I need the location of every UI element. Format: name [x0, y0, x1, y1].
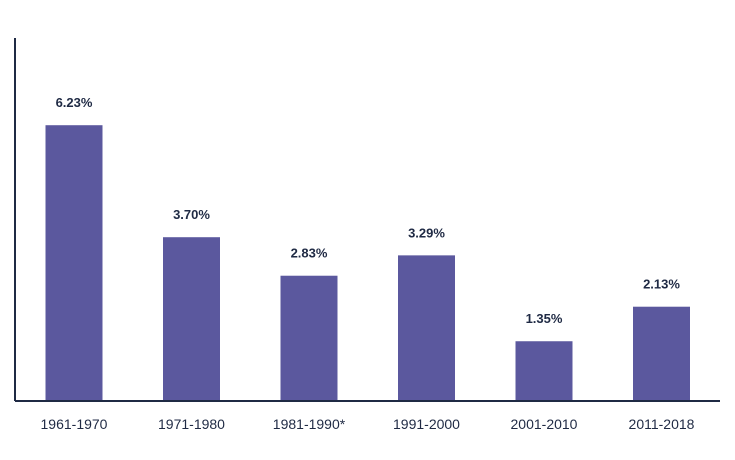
value-label-3: 3.29%: [408, 225, 445, 240]
category-label-0: 1961-1970: [41, 416, 108, 432]
category-labels-group: 1961-1970 1971-1980 1981-1990* 1991-2000 200…: [41, 416, 695, 432]
category-label-4: 2001-2010: [511, 416, 578, 432]
category-label-2: 1981-1990*: [273, 416, 346, 432]
bar-5: [633, 306, 690, 401]
bar-2: [280, 275, 338, 401]
bar-0: [45, 125, 103, 402]
value-label-2: 2.83%: [291, 246, 328, 261]
category-label-1: 1971-1980: [158, 416, 225, 432]
value-label-4: 1.35%: [526, 311, 563, 326]
value-label-5: 2.13%: [643, 277, 680, 292]
value-label-0: 6.23%: [56, 95, 93, 110]
category-label-3: 1991-2000: [393, 416, 460, 432]
bars-group: [45, 125, 690, 402]
bar-3: [398, 255, 455, 401]
category-label-5: 2011-2018: [629, 416, 695, 432]
bar-4: [515, 341, 573, 401]
bar-1: [163, 237, 220, 401]
value-label-1: 3.70%: [173, 207, 210, 222]
value-labels-group: 6.23% 3.70% 2.83% 3.29% 1.35% 2.13%: [56, 95, 681, 326]
